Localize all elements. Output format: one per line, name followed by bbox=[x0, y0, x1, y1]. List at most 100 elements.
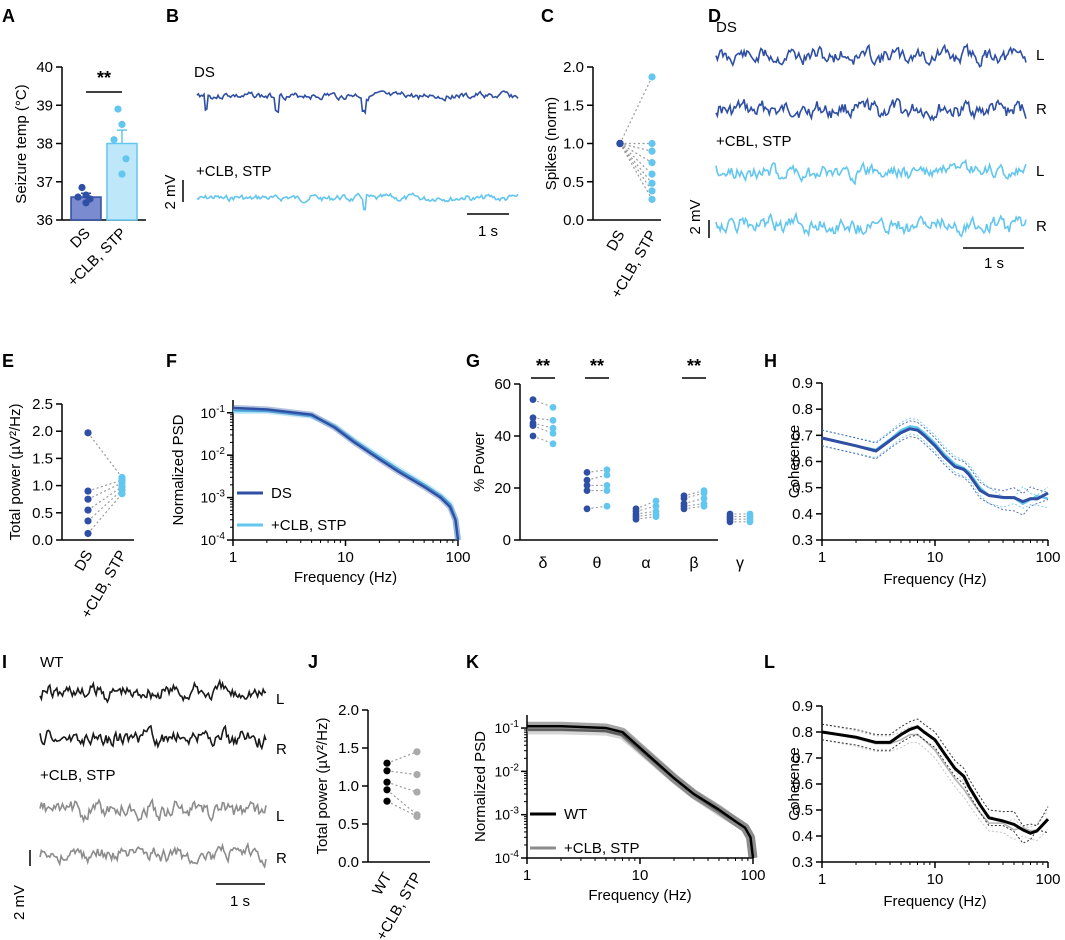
k-x-tick-label: 100 bbox=[740, 867, 765, 884]
j-before-point bbox=[383, 778, 391, 786]
e-pair-line bbox=[87, 432, 123, 478]
f-x-label: Frequency (Hz) bbox=[294, 569, 397, 586]
l-y-tick-label: 0.7 bbox=[792, 750, 813, 767]
a-y-tick-label: 40 bbox=[36, 59, 53, 76]
g-pair-line bbox=[586, 505, 608, 510]
g-pair-line bbox=[635, 500, 657, 510]
h-sem-line bbox=[821, 436, 1049, 516]
g-pair-line bbox=[532, 417, 554, 421]
tick-exponent: -3 bbox=[216, 489, 225, 500]
g-significance-label: ** bbox=[687, 356, 701, 376]
g-x-tick-label: β bbox=[689, 555, 698, 572]
g-pair-line bbox=[683, 492, 705, 499]
f-y-tick-label: 10-2 bbox=[201, 446, 226, 463]
i-scale-label-y: 2 mV bbox=[11, 885, 28, 920]
g-before-point bbox=[529, 422, 537, 429]
h-y-label: Coherence bbox=[786, 425, 803, 498]
k-y-tick-label: 10-3 bbox=[495, 806, 520, 823]
h-y-tick-label: 0.4 bbox=[792, 506, 813, 523]
g-after-point bbox=[700, 502, 708, 510]
tick-base: 10 bbox=[201, 490, 217, 506]
tick-base: 10 bbox=[201, 447, 217, 463]
h-sem-line bbox=[821, 417, 1049, 498]
c-pair-line bbox=[619, 143, 653, 192]
g-x-tick-label: α bbox=[641, 555, 650, 572]
g-pair-line bbox=[635, 510, 657, 515]
l-y-tick-label: 0.5 bbox=[792, 802, 813, 819]
k-series-band bbox=[527, 721, 758, 859]
l-x-tick-label: 1 bbox=[818, 871, 826, 888]
tick-exponent: -2 bbox=[510, 762, 519, 773]
g-after-point bbox=[700, 495, 708, 502]
g-pair-line bbox=[683, 503, 705, 507]
g-before-point bbox=[583, 505, 591, 513]
g-after-point bbox=[549, 440, 557, 448]
panel-letter-b: B bbox=[166, 6, 179, 26]
l-y-label: Coherence bbox=[786, 747, 803, 820]
panel-letter-g: G bbox=[466, 351, 480, 371]
g-before-point bbox=[529, 414, 537, 422]
l-y-tick-label: 0.4 bbox=[792, 828, 813, 845]
g-after-point bbox=[700, 489, 708, 497]
i-label-left: L bbox=[276, 691, 284, 708]
d-scale-label-y: 2 mV bbox=[687, 199, 704, 234]
c-y-label: Spikes (norm) bbox=[543, 97, 560, 190]
g-x-tick-label: δ bbox=[539, 555, 548, 572]
k-y-tick-label: 10-1 bbox=[495, 719, 520, 736]
e-before-point bbox=[84, 487, 92, 495]
c-y-tick-label: 2.0 bbox=[563, 59, 584, 76]
g-y-tick-label: 40 bbox=[494, 428, 511, 445]
i-scale-label-x: 1 s bbox=[230, 893, 250, 910]
c-y-tick-label: 0.0 bbox=[563, 212, 584, 229]
f-y-tick-label: 10-4 bbox=[201, 531, 226, 548]
b-label-ds: DS bbox=[194, 64, 215, 81]
e-y-label: Total power (µV²/Hz) bbox=[7, 403, 24, 540]
panel-letter-c: C bbox=[541, 6, 554, 26]
f-legend-label: +CLB, STP bbox=[271, 517, 346, 534]
j-x-tick-label: WT bbox=[369, 870, 395, 899]
c-after-point bbox=[648, 170, 656, 178]
i-label-wt: WT bbox=[40, 654, 63, 671]
j-after-point bbox=[413, 748, 421, 756]
k-series-line bbox=[527, 725, 755, 859]
l-sem-line bbox=[821, 723, 1049, 828]
b-trace-ds bbox=[196, 90, 519, 115]
d-scale-label-x: 1 s bbox=[984, 255, 1004, 272]
h-x-tick-label: 10 bbox=[927, 549, 944, 566]
f-legend-label: DS bbox=[271, 485, 292, 502]
c-pair-line bbox=[619, 143, 653, 200]
c-before-point bbox=[616, 139, 624, 148]
g-after-point bbox=[549, 404, 557, 411]
i-trace-wt-left bbox=[39, 678, 267, 704]
g-pair-line bbox=[683, 497, 705, 505]
g-after-point bbox=[603, 466, 611, 474]
c-pair-line bbox=[619, 76, 653, 144]
g-before-point bbox=[583, 482, 591, 489]
tick-base: 10 bbox=[495, 763, 511, 779]
k-y-tick-label: 10-2 bbox=[495, 762, 520, 779]
j-before-point bbox=[383, 759, 391, 767]
tick-base: 10 bbox=[495, 720, 511, 736]
d-trace-treated-left bbox=[715, 158, 1027, 186]
j-before-point bbox=[383, 767, 391, 775]
g-after-point bbox=[746, 518, 754, 526]
f-x-tick-label: 1 bbox=[229, 549, 237, 566]
h-x-tick-label: 1 bbox=[818, 549, 826, 566]
g-after-point bbox=[603, 487, 611, 494]
e-y-tick-label: 2.5 bbox=[32, 396, 53, 413]
a-x-tick-label: DS bbox=[67, 225, 94, 252]
h-y-tick-label: 0.8 bbox=[792, 401, 813, 418]
d-label-left: L bbox=[1036, 163, 1044, 180]
g-after-point bbox=[652, 513, 660, 520]
g-y-tick-label: 60 bbox=[494, 376, 511, 393]
c-pair-line bbox=[619, 142, 653, 152]
g-before-point bbox=[529, 396, 537, 403]
c-after-point bbox=[648, 195, 656, 203]
e-y-tick-label: 0.5 bbox=[32, 505, 53, 522]
a-bar bbox=[106, 142, 138, 221]
e-after-point bbox=[118, 490, 126, 498]
d-label-left: L bbox=[1036, 47, 1044, 64]
j-pair-line bbox=[386, 781, 418, 793]
a-data-point bbox=[82, 191, 90, 199]
e-before-point bbox=[84, 506, 92, 514]
